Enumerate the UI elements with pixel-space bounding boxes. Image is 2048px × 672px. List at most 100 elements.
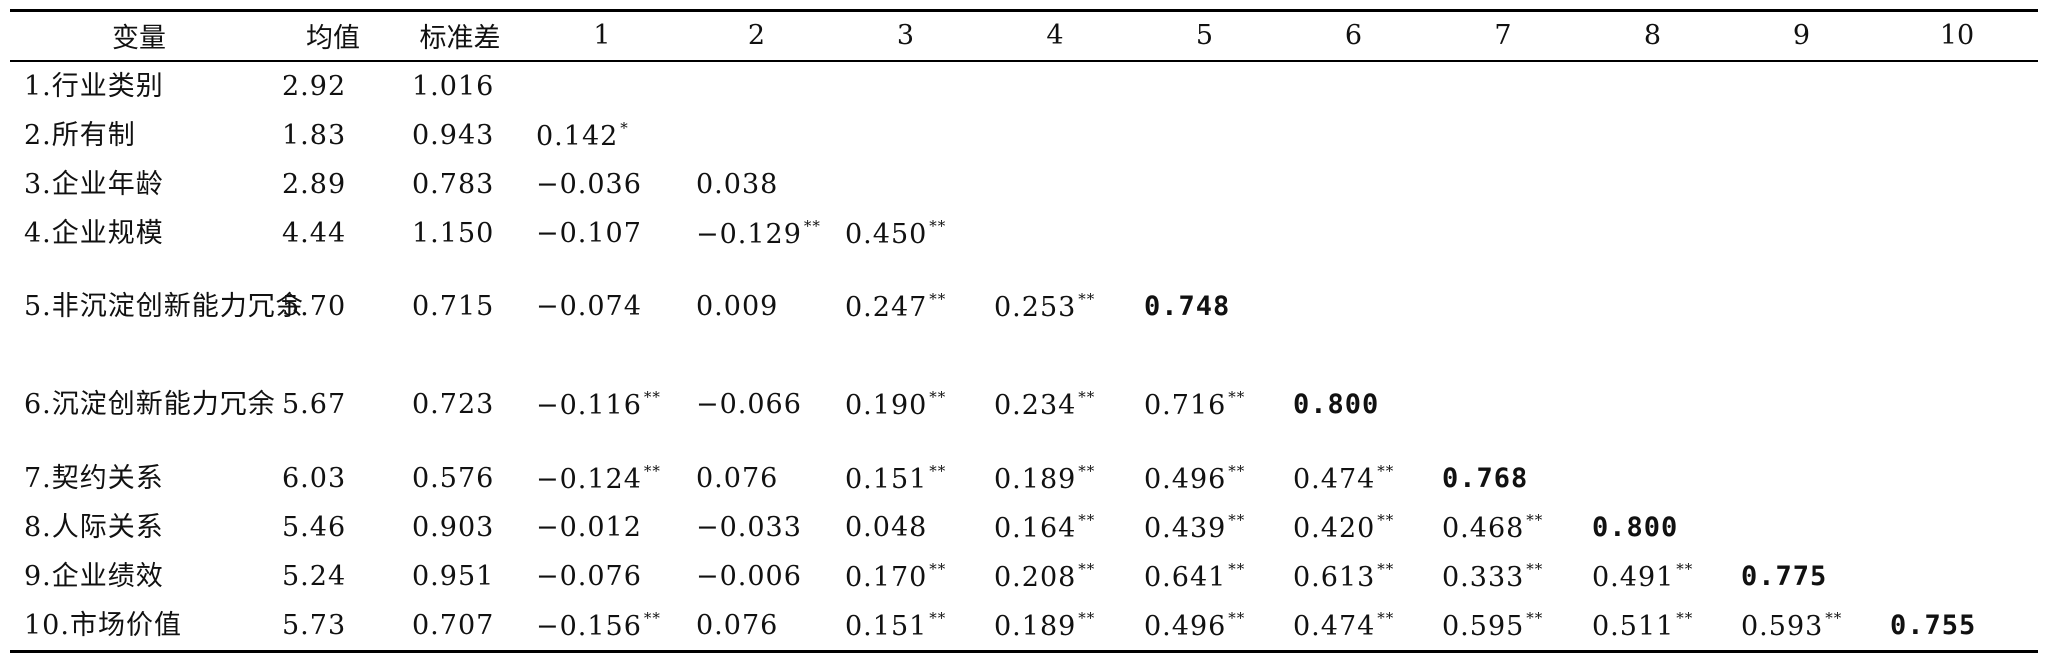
empty-cell [980, 61, 1130, 111]
empty-cell [980, 111, 1130, 160]
empty-cell [1428, 160, 1578, 209]
table-row: 10.市场价值 5.73 0.707 −0.156 ** 0.076 0.151 ** 0.18… [10, 600, 2038, 653]
empty-cell [1876, 209, 2038, 258]
empty-cell [1279, 258, 1428, 356]
coefficient: 0.595 [1442, 610, 1525, 642]
coefficient: −0.129 [696, 218, 802, 250]
empty-cell [1428, 356, 1578, 454]
empty-cell [1279, 209, 1428, 258]
coefficient: 0.613 [1293, 561, 1376, 593]
table-row: 1.行业类别 2.92 1.016 [10, 61, 2038, 111]
correlation-value: 0.208 ** [980, 552, 1130, 601]
correlation-value: 0.468 ** [1428, 503, 1578, 552]
column-header: 1 [522, 9, 682, 62]
empty-cell [831, 160, 980, 209]
column-header: 9 [1727, 9, 1876, 62]
coefficient: 0.439 [1144, 512, 1227, 544]
coefficient: 0.511 [1592, 610, 1675, 642]
sd-value: 0.715 [412, 291, 495, 322]
empty-cell [1876, 61, 2038, 111]
coefficient: −0.156 [536, 610, 642, 642]
mean-value: 1.83 [282, 119, 347, 151]
correlation-value: 0.189 ** [980, 454, 1130, 503]
correlation-value: −0.074 [522, 258, 682, 356]
empty-cell [1578, 160, 1727, 209]
coefficient: 0.468 [1442, 512, 1525, 544]
significance-marker: ** [1676, 559, 1694, 578]
significance-marker: ** [1078, 608, 1096, 627]
correlation-value: 0.253 ** [980, 258, 1130, 356]
significance-marker: ** [643, 608, 661, 627]
variable-label: 4.企业规模 [24, 217, 164, 249]
significance-marker: ** [1825, 608, 1843, 627]
column-header: 2 [682, 9, 831, 62]
column-header: 6 [1279, 9, 1428, 62]
correlation-value: 0.151 ** [831, 600, 980, 653]
sd-value: 0.707 [398, 600, 522, 653]
empty-cell [980, 209, 1130, 258]
correlation-value: 0.474 ** [1279, 454, 1428, 503]
diagonal-value: 0.748 [1130, 258, 1279, 356]
correlation-value: −0.066 [682, 356, 831, 454]
coefficient: 0.333 [1442, 561, 1525, 593]
coefficient: 0.496 [1144, 463, 1227, 495]
coefficient: 0.768 [1442, 462, 1529, 494]
significance-marker: ** [929, 290, 947, 308]
coefficient: 0.151 [845, 610, 928, 642]
empty-cell [1279, 61, 1428, 111]
significance-marker: ** [1377, 559, 1395, 578]
correlation-value: −0.116 ** [522, 356, 682, 454]
table-row: 8.人际关系 5.46 0.903 −0.012 −0.033 0.048 0.164 ** 0… [10, 503, 2038, 552]
coefficient: 0.641 [1144, 561, 1227, 593]
correlation-value: 0.151 ** [831, 454, 980, 503]
empty-cell [1727, 209, 1876, 258]
coefficient: 0.208 [994, 561, 1077, 593]
sd-value: 1.016 [412, 70, 495, 102]
coefficient: −0.012 [536, 511, 642, 543]
sd-value: 0.723 [412, 389, 495, 420]
empty-cell [1876, 454, 2038, 503]
correlation-value: 0.511 ** [1578, 600, 1727, 653]
coefficient: 0.164 [994, 512, 1077, 544]
correlation-value: −0.036 [522, 160, 682, 209]
correlation-value: 0.439 ** [1130, 503, 1279, 552]
correlation-value: 0.641 ** [1130, 552, 1279, 601]
correlation-value: −0.129 ** [682, 209, 831, 258]
coefficient: 0.800 [1293, 389, 1380, 420]
empty-cell [1727, 356, 1876, 454]
variable-label: 3.企业年龄 [24, 168, 164, 200]
header-row: 变量 均值 标准差 1 2 3 4 5 6 7 8 9 10 [10, 9, 2038, 62]
significance-marker: ** [1526, 608, 1544, 627]
significance-marker: ** [1228, 608, 1246, 627]
coefficient: 0.048 [845, 511, 928, 543]
table-row: 9.企业绩效 5.24 0.951 −0.076 −0.006 0.170 ** 0.208 *… [10, 552, 2038, 601]
significance-marker: * [620, 118, 629, 137]
empty-cell [1130, 160, 1279, 209]
coefficient: 0.247 [845, 292, 928, 323]
correlation-value: −0.076 [522, 552, 682, 601]
coefficient: 0.142 [536, 120, 619, 152]
significance-marker: ** [929, 461, 947, 480]
mean-value: 5.46 [282, 511, 347, 543]
empty-cell [682, 111, 831, 160]
empty-cell [1578, 61, 1727, 111]
empty-cell [1727, 160, 1876, 209]
table-row: 4.企业规模 4.44 1.150 −0.107 −0.129 ** 0.450 ** [10, 209, 2038, 258]
empty-cell [1876, 160, 2038, 209]
coefficient: 0.474 [1293, 610, 1376, 642]
correlation-value: −0.107 [522, 209, 682, 258]
coefficient: 0.253 [994, 292, 1077, 323]
significance-marker: ** [1078, 290, 1096, 308]
variable-label: 2.所有制 [24, 119, 136, 151]
empty-cell [1578, 356, 1727, 454]
table-body: 1.行业类别 2.92 1.016 2.所有制 1.83 0.943 0.142 * 3.企业年… [10, 61, 2038, 653]
table-row: 6.沉淀创新能力冗余 5.67 0.723 −0.116 ** −0.066 0.190 **… [10, 356, 2038, 454]
empty-cell [1578, 111, 1727, 160]
correlation-value: 0.170 ** [831, 552, 980, 601]
significance-marker: ** [1676, 608, 1694, 627]
significance-marker: ** [1078, 388, 1096, 406]
column-header: 8 [1578, 9, 1727, 62]
empty-cell [831, 111, 980, 160]
correlation-value: 0.491 ** [1578, 552, 1727, 601]
coefficient: 0.593 [1741, 610, 1824, 642]
